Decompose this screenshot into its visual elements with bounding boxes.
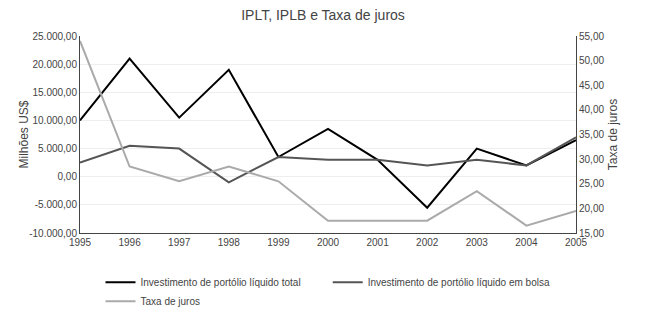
- svg-text:10.000,00: 10.000,00: [33, 115, 78, 126]
- svg-text:2000: 2000: [317, 237, 340, 248]
- svg-text:20.000,00: 20.000,00: [33, 59, 78, 70]
- svg-text:IPLT, IPLB e Taxa de juros: IPLT, IPLB e Taxa de juros: [241, 7, 405, 23]
- svg-text:25,00: 25,00: [579, 178, 604, 189]
- svg-text:5.000,00: 5.000,00: [38, 143, 77, 154]
- svg-text:25.000,00: 25.000,00: [33, 31, 78, 42]
- svg-text:Investimento de portólio líqui: Investimento de portólio líquido total: [141, 277, 301, 288]
- svg-text:15,00: 15,00: [579, 228, 604, 239]
- svg-text:0,00: 0,00: [58, 171, 78, 182]
- svg-text:1995: 1995: [69, 237, 92, 248]
- svg-text:40,00: 40,00: [579, 104, 604, 115]
- svg-text:30,00: 30,00: [579, 154, 604, 165]
- svg-text:-10.000,00: -10.000,00: [29, 228, 77, 239]
- svg-text:1997: 1997: [168, 237, 191, 248]
- svg-text:2001: 2001: [366, 237, 389, 248]
- svg-text:15.000,00: 15.000,00: [33, 87, 78, 98]
- svg-text:45,00: 45,00: [579, 80, 604, 91]
- svg-text:Milhões US$: Milhões US$: [17, 100, 31, 168]
- svg-text:Taxa de juros: Taxa de juros: [606, 99, 620, 170]
- svg-text:50,00: 50,00: [579, 55, 604, 66]
- svg-text:20,00: 20,00: [579, 203, 604, 214]
- svg-text:1999: 1999: [267, 237, 290, 248]
- svg-text:2003: 2003: [466, 237, 489, 248]
- svg-text:2004: 2004: [515, 237, 538, 248]
- svg-text:Taxa de juros: Taxa de juros: [141, 296, 200, 307]
- svg-text:35,00: 35,00: [579, 129, 604, 140]
- svg-text:2005: 2005: [565, 237, 588, 248]
- svg-text:2002: 2002: [416, 237, 439, 248]
- svg-text:-5.000,00: -5.000,00: [35, 199, 78, 210]
- svg-text:Investimento de portólio líqui: Investimento de portólio líquido em bols…: [368, 277, 550, 288]
- svg-text:1996: 1996: [118, 237, 141, 248]
- svg-text:55,00: 55,00: [579, 31, 604, 42]
- svg-text:1998: 1998: [218, 237, 241, 248]
